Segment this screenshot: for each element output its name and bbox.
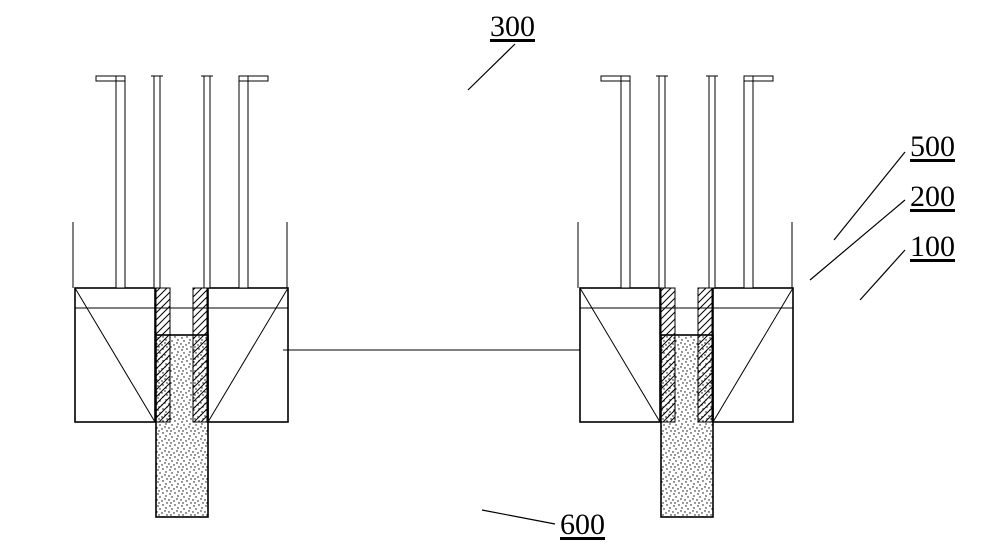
column-0 [621,76,630,288]
callout-label-600: 600 [560,508,605,542]
hatched-wall-1 [193,288,207,422]
callout-label-500: 500 [910,130,955,164]
callout-label-200: 200 [910,180,955,214]
diagram-canvas: 300 500 200 100 600 [0,0,1000,560]
hatched-wall-0 [661,288,675,422]
hatched-wall-1 [698,288,712,422]
column-1 [154,76,160,288]
column-0 [116,76,125,288]
diagram-svg [0,0,1000,560]
column-2 [204,76,210,288]
pier-left [73,76,288,517]
hatched-wall-0 [156,288,170,422]
leader-300 [468,44,515,90]
leader-500 [834,152,905,240]
leader-200 [810,200,905,280]
callout-label-300: 300 [490,10,535,44]
pier-right [578,76,793,517]
leader-100 [860,250,905,300]
column-3 [239,76,248,288]
callout-label-100: 100 [910,230,955,264]
column-3 [744,76,753,288]
column-2 [709,76,715,288]
leader-600 [482,510,555,524]
column-1 [659,76,665,288]
